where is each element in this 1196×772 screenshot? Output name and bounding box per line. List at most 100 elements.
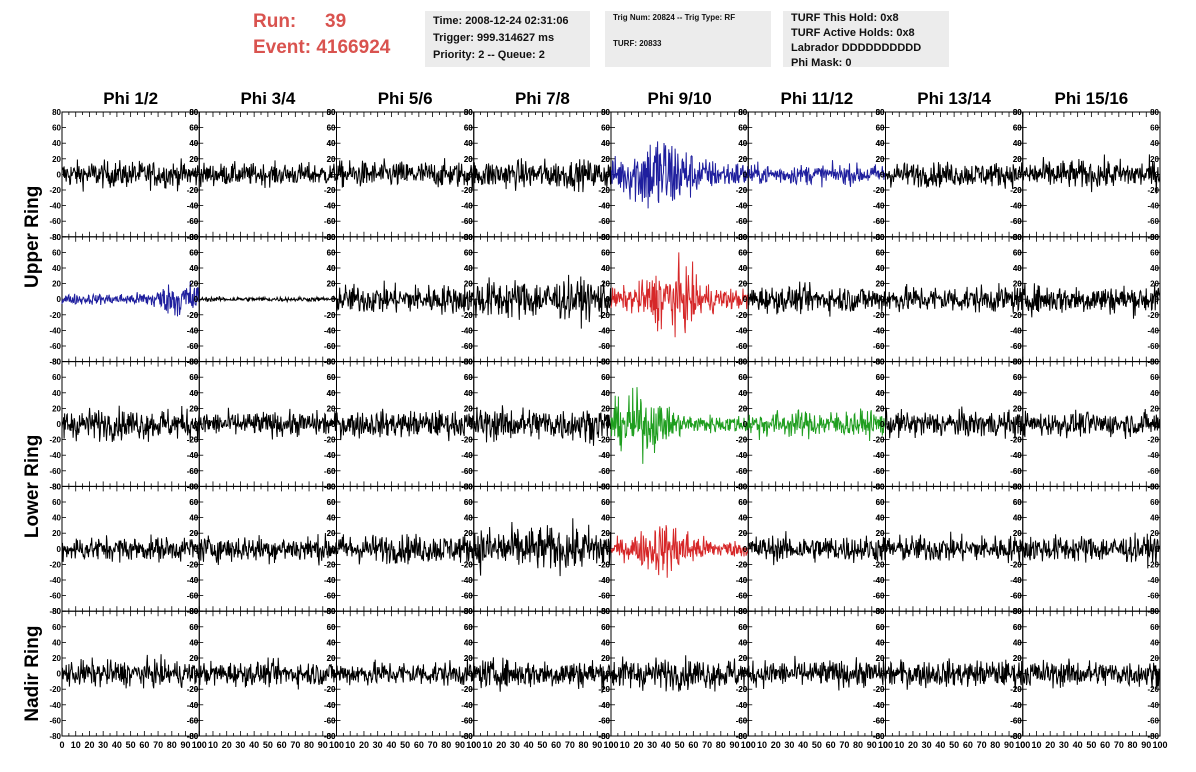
y-tick-label-inner: 20 <box>464 404 473 413</box>
x-tick-label: 50 <box>537 740 547 750</box>
y-tick-label-inner: -40 <box>461 576 473 585</box>
x-tick-label: 80 <box>853 740 863 750</box>
x-tick-label: 0 <box>334 740 339 750</box>
y-tick-label-inner: 20 <box>1013 280 1022 289</box>
y-tick-label-inner: 40 <box>464 264 473 273</box>
y-tick-label-inner: 60 <box>1150 124 1159 133</box>
y-tick-label: 60 <box>601 124 610 133</box>
y-tick-label: 0 <box>1017 545 1022 554</box>
y-tick-label-inner: -40 <box>461 451 473 460</box>
y-tick-label: -60 <box>461 592 473 601</box>
x-tick-label: 30 <box>784 740 794 750</box>
y-tick-label-inner: -20 <box>873 685 885 694</box>
y-tick-label-inner: 40 <box>876 139 885 148</box>
x-tick-label: 0 <box>608 740 613 750</box>
y-tick-label-inner: 20 <box>738 654 747 663</box>
y-tick-label-inner: 20 <box>1150 404 1159 413</box>
y-tick-label-inner: 80 <box>189 108 198 117</box>
y-tick-label-inner: -20 <box>873 186 885 195</box>
y-tick-label-inner: 60 <box>601 248 610 257</box>
y-tick-label: -60 <box>187 467 199 476</box>
y-tick-label: 40 <box>189 139 198 148</box>
x-tick-label: 90 <box>730 740 740 750</box>
y-tick-label-inner: -60 <box>1147 716 1159 725</box>
y-tick-label: 60 <box>876 498 885 507</box>
y-tick-label: -60 <box>873 217 885 226</box>
y-tick-label-inner: 80 <box>601 233 610 242</box>
y-tick-label: 60 <box>1013 248 1022 257</box>
y-tick-label-inner: 60 <box>189 498 198 507</box>
y-tick-label: 60 <box>464 498 473 507</box>
y-tick-label-inner: 20 <box>876 280 885 289</box>
y-tick-label-inner: 60 <box>738 498 747 507</box>
waveform-trace <box>747 655 886 691</box>
y-tick-label: 0 <box>743 170 748 179</box>
y-tick-label: -20 <box>736 560 748 569</box>
y-tick-label: 80 <box>1013 482 1022 491</box>
x-tick-label: 50 <box>263 740 273 750</box>
x-tick-label: 60 <box>688 740 698 750</box>
y-tick-label-inner: -60 <box>873 467 885 476</box>
y-tick-label: 60 <box>327 373 336 382</box>
y-tick-label: -60 <box>1010 592 1022 601</box>
y-tick-label: -40 <box>49 326 61 335</box>
y-tick-label-inner: 80 <box>1150 358 1159 367</box>
y-tick-label-inner: -60 <box>324 342 336 351</box>
y-tick-label: 80 <box>189 233 198 242</box>
y-tick-label: 0 <box>468 170 473 179</box>
y-tick-label-inner: -60 <box>1010 716 1022 725</box>
y-tick-label-inner: 20 <box>738 280 747 289</box>
y-tick-label-inner: -20 <box>1147 685 1159 694</box>
x-tick-label: 100 <box>192 740 207 750</box>
y-tick-label-inner: -20 <box>873 311 885 320</box>
y-tick-label: 60 <box>464 373 473 382</box>
waveform-trace <box>473 518 612 577</box>
y-tick-label-inner: -40 <box>1010 202 1022 211</box>
y-tick-label: -80 <box>736 732 748 741</box>
y-tick-label-inner: 60 <box>327 373 336 382</box>
y-tick-label: 40 <box>738 389 747 398</box>
y-tick-label: -80 <box>49 358 61 367</box>
y-tick-label: -60 <box>49 217 61 226</box>
x-tick-label: 30 <box>1059 740 1069 750</box>
x-tick-label: 0 <box>197 740 202 750</box>
y-tick-label: 0 <box>468 670 473 679</box>
x-tick-label: 10 <box>757 740 767 750</box>
waveform-trace <box>885 161 1024 190</box>
y-tick-label: 80 <box>52 233 61 242</box>
y-tick-label: -40 <box>187 451 199 460</box>
y-tick-label: -80 <box>324 732 336 741</box>
y-tick-label: 40 <box>738 264 747 273</box>
y-tick-label: 40 <box>327 264 336 273</box>
y-tick-label: 60 <box>876 373 885 382</box>
x-tick-label: 20 <box>359 740 369 750</box>
y-tick-label: -60 <box>873 716 885 725</box>
y-tick-label: -60 <box>49 342 61 351</box>
y-tick-label: -20 <box>49 311 61 320</box>
y-tick-label-inner: 80 <box>1013 607 1022 616</box>
y-tick-label-inner: -20 <box>461 560 473 569</box>
y-tick-label: 60 <box>738 623 747 632</box>
y-tick-label: 80 <box>738 108 747 117</box>
y-tick-label: -40 <box>598 202 610 211</box>
y-tick-label-inner: 20 <box>189 529 198 538</box>
y-tick-label-inner: -60 <box>873 342 885 351</box>
column-header-1: Phi 3/4 <box>240 89 295 108</box>
y-tick-label-inner: -60 <box>1010 217 1022 226</box>
y-tick-label: 20 <box>52 654 61 663</box>
waveform-trace <box>610 387 749 464</box>
x-tick-label: 100 <box>466 740 481 750</box>
phi-mask-text: Phi Mask: 0 <box>791 57 852 69</box>
column-header-2: Phi 5/6 <box>378 89 433 108</box>
turf-this-hold-text: TURF This Hold: 0x8 <box>791 12 899 24</box>
y-tick-label-inner: -20 <box>1147 311 1159 320</box>
y-tick-label: -80 <box>1010 732 1022 741</box>
x-tick-label: 100 <box>1152 740 1167 750</box>
y-tick-label: 60 <box>464 623 473 632</box>
y-tick-label-inner: 20 <box>876 529 885 538</box>
y-tick-label-inner: -40 <box>736 451 748 460</box>
y-tick-label: -20 <box>736 436 748 445</box>
y-tick-label: 60 <box>738 248 747 257</box>
y-tick-label: 20 <box>876 654 885 663</box>
